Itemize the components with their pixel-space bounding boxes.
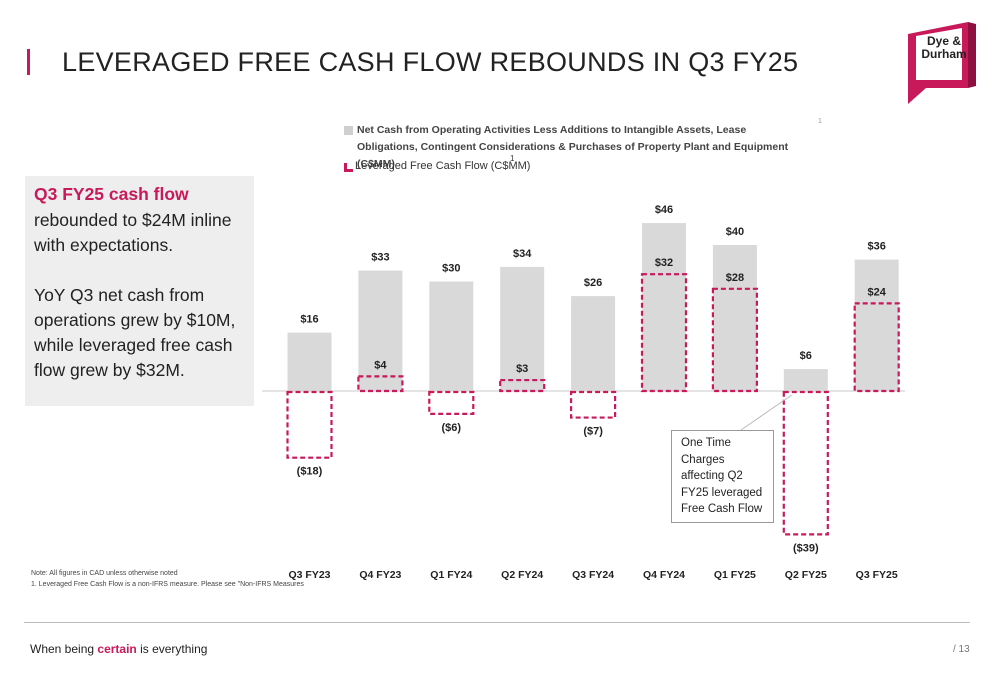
leveraged-fcf-bar bbox=[782, 390, 829, 536]
leveraged-fcf-bar bbox=[853, 302, 900, 393]
x-axis-tick-label: Q4 FY23 bbox=[359, 569, 401, 581]
leveraged-fcf-label: $24 bbox=[868, 286, 887, 298]
leveraged-fcf-bar bbox=[499, 378, 546, 393]
leveraged-fcf-bar bbox=[428, 390, 475, 415]
page-number: / 13 bbox=[953, 644, 970, 655]
legend-pink-label: Leveraged Free Cash Flow (C$MM) bbox=[355, 160, 531, 172]
gray-bar bbox=[358, 270, 403, 391]
note-cad: Note: All figures in CAD unless otherwis… bbox=[31, 570, 178, 577]
gray-bar-label: $26 bbox=[584, 277, 602, 289]
gray-bar-label: $6 bbox=[800, 350, 812, 362]
callout-box bbox=[25, 176, 254, 406]
gray-bar-label: $30 bbox=[442, 263, 460, 275]
gray-bar bbox=[287, 332, 332, 391]
gray-bar bbox=[429, 281, 474, 391]
gray-bar-label: $40 bbox=[726, 226, 744, 238]
gray-bar-label: $34 bbox=[513, 248, 532, 260]
note-non-ifrs: 1. Leveraged Free Cash Flow is a non-IFR… bbox=[31, 581, 304, 588]
x-axis-tick-label: Q3 FY24 bbox=[572, 569, 614, 581]
gray-bar-label: $33 bbox=[371, 252, 389, 264]
legend-swatch-gray bbox=[344, 126, 353, 135]
cash-flow-bar-chart: $16 ($18) Q3 FY23 $33 $4 Q4 FY23 $30 ($6) Q1 FY2… bbox=[262, 204, 905, 581]
leveraged-fcf-label: $28 bbox=[726, 272, 744, 284]
leveraged-fcf-label: ($39) bbox=[793, 542, 819, 554]
x-axis-tick-label: Q2 FY24 bbox=[501, 569, 543, 581]
leveraged-fcf-label: ($18) bbox=[297, 466, 323, 478]
callout-headline: Q3 FY25 cash flow bbox=[34, 184, 189, 204]
gray-bar-label: $36 bbox=[868, 241, 886, 253]
x-axis-tick-label: Q1 FY25 bbox=[714, 569, 756, 581]
gray-bar bbox=[854, 259, 899, 391]
callout-text-2: YoY Q3 net cash from operations grew by … bbox=[34, 285, 236, 380]
logo-wordmark: Dye & Durham bbox=[921, 34, 967, 61]
leveraged-fcf-label: $4 bbox=[374, 359, 387, 371]
legend-stray-mark: 1 bbox=[818, 118, 822, 125]
dye-durham-logo-icon bbox=[908, 22, 976, 104]
leveraged-fcf-bar bbox=[286, 390, 333, 459]
x-axis-tick-label: Q3 FY25 bbox=[856, 569, 898, 581]
leveraged-fcf-bar bbox=[357, 375, 404, 393]
gray-bar bbox=[500, 266, 545, 391]
legend-gray-label: Net Cash from Operating Activities Less … bbox=[357, 124, 789, 170]
gray-bar-label: $16 bbox=[300, 314, 318, 326]
leveraged-fcf-label: $32 bbox=[655, 257, 673, 269]
x-axis-tick-label: Q2 FY25 bbox=[785, 569, 827, 581]
gray-bar bbox=[642, 223, 686, 391]
footer-tagline: When being certain is everything bbox=[30, 642, 208, 656]
page-title: LEVERAGED FREE CASH FLOW REBOUNDS IN Q3 … bbox=[62, 47, 799, 77]
leveraged-fcf-bar bbox=[711, 287, 759, 393]
x-axis-tick-label: Q3 FY23 bbox=[288, 569, 330, 581]
gray-bar bbox=[712, 245, 757, 391]
leveraged-fcf-label: ($7) bbox=[583, 426, 603, 438]
legend-superscript: 1 bbox=[510, 154, 515, 163]
annotation-pointer bbox=[740, 394, 793, 431]
leveraged-fcf-bar bbox=[569, 390, 617, 419]
gray-bar bbox=[783, 369, 828, 391]
callout-text-1: rebounded to $24M inline with expectatio… bbox=[34, 210, 232, 255]
gray-bar bbox=[571, 296, 616, 391]
legend-swatch-pink-icon bbox=[344, 163, 353, 172]
leveraged-fcf-label: $3 bbox=[516, 363, 528, 375]
footer-divider bbox=[24, 622, 970, 623]
leveraged-fcf-label: ($6) bbox=[442, 422, 462, 434]
x-axis-tick-label: Q1 FY24 bbox=[430, 569, 472, 581]
x-axis-tick-label: Q4 FY24 bbox=[643, 569, 685, 581]
gray-bar-label: $46 bbox=[655, 204, 673, 216]
one-time-charges-annotation: One Time Charges affecting Q2 FY25 lever… bbox=[671, 430, 774, 523]
title-accent-bar bbox=[27, 49, 30, 75]
